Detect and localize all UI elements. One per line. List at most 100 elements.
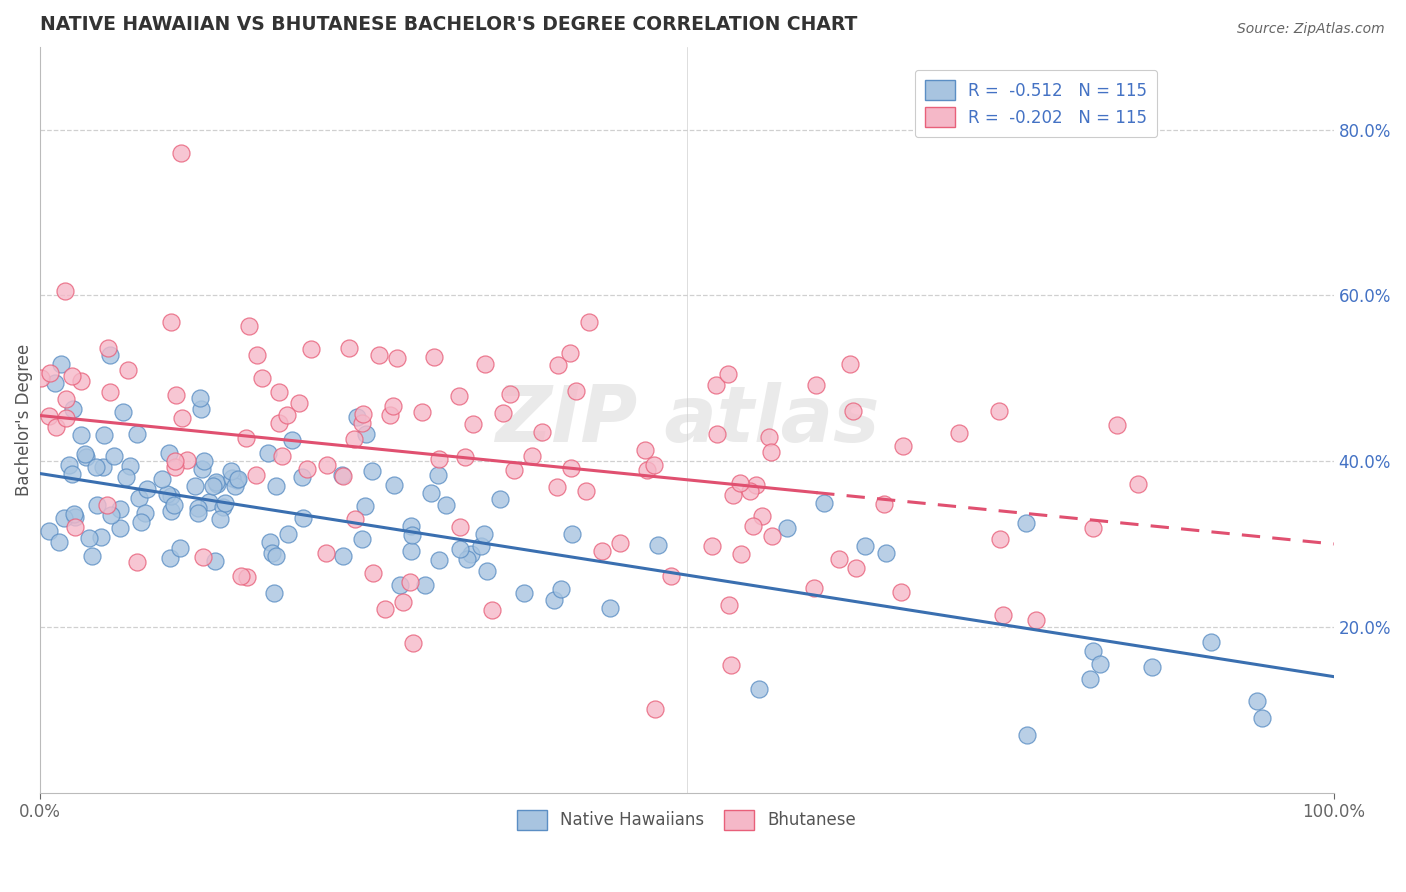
Point bbox=[599, 601, 621, 615]
Point bbox=[55, 411, 77, 425]
Point bbox=[350, 532, 373, 546]
Point bbox=[385, 351, 408, 365]
Point bbox=[118, 458, 141, 473]
Point bbox=[813, 496, 835, 510]
Point bbox=[481, 603, 503, 617]
Point bbox=[214, 496, 236, 510]
Point bbox=[717, 368, 740, 382]
Point bbox=[159, 489, 181, 503]
Point bbox=[62, 507, 84, 521]
Point bbox=[246, 348, 269, 362]
Legend: Native Hawaiians, Bhutanese: Native Hawaiians, Bhutanese bbox=[510, 803, 863, 837]
Point bbox=[720, 657, 742, 672]
Point bbox=[346, 410, 368, 425]
Point bbox=[575, 483, 598, 498]
Point bbox=[449, 541, 471, 556]
Point bbox=[547, 358, 569, 372]
Point bbox=[751, 508, 773, 523]
Point bbox=[702, 539, 724, 553]
Point bbox=[62, 368, 84, 383]
Point bbox=[259, 534, 281, 549]
Point bbox=[413, 578, 436, 592]
Point bbox=[828, 552, 851, 566]
Point bbox=[45, 419, 67, 434]
Point bbox=[472, 527, 495, 541]
Point bbox=[991, 607, 1014, 622]
Point bbox=[157, 445, 180, 459]
Point bbox=[460, 547, 482, 561]
Point bbox=[873, 497, 896, 511]
Point bbox=[73, 446, 96, 460]
Point bbox=[221, 471, 243, 485]
Point bbox=[378, 408, 401, 422]
Point bbox=[449, 389, 471, 403]
Point bbox=[264, 549, 287, 563]
Point bbox=[238, 318, 260, 333]
Point bbox=[112, 404, 135, 418]
Text: NATIVE HAWAIIAN VS BHUTANESE BACHELOR'S DEGREE CORRELATION CHART: NATIVE HAWAIIAN VS BHUTANESE BACHELOR'S … bbox=[39, 15, 858, 34]
Point bbox=[315, 458, 337, 472]
Point bbox=[1140, 659, 1163, 673]
Point bbox=[193, 454, 215, 468]
Point bbox=[205, 475, 228, 490]
Point bbox=[634, 442, 657, 457]
Point bbox=[315, 546, 337, 560]
Point bbox=[461, 417, 484, 431]
Point bbox=[1107, 417, 1129, 432]
Point bbox=[550, 582, 572, 597]
Point bbox=[84, 460, 107, 475]
Point bbox=[48, 535, 70, 549]
Point bbox=[108, 520, 131, 534]
Point bbox=[63, 509, 86, 524]
Point bbox=[44, 376, 66, 390]
Point bbox=[988, 532, 1011, 546]
Point bbox=[117, 363, 139, 377]
Point bbox=[489, 492, 512, 507]
Point bbox=[499, 387, 522, 401]
Point bbox=[159, 504, 181, 518]
Point bbox=[86, 498, 108, 512]
Point bbox=[127, 555, 149, 569]
Point bbox=[58, 458, 80, 472]
Point bbox=[55, 284, 77, 298]
Point bbox=[470, 539, 492, 553]
Point bbox=[55, 392, 77, 406]
Point bbox=[150, 472, 173, 486]
Point bbox=[389, 578, 412, 592]
Point bbox=[513, 586, 536, 600]
Point bbox=[245, 468, 267, 483]
Point bbox=[63, 520, 86, 534]
Point bbox=[70, 374, 93, 388]
Point bbox=[560, 346, 582, 360]
Point bbox=[224, 479, 246, 493]
Point bbox=[546, 480, 568, 494]
Point bbox=[531, 425, 554, 439]
Point bbox=[332, 469, 354, 483]
Point bbox=[257, 446, 280, 460]
Point bbox=[332, 549, 354, 564]
Point bbox=[156, 487, 179, 501]
Point bbox=[1015, 728, 1038, 742]
Point bbox=[1199, 634, 1222, 648]
Point bbox=[361, 566, 384, 581]
Point bbox=[38, 409, 60, 423]
Point bbox=[129, 515, 152, 529]
Point bbox=[647, 538, 669, 552]
Point bbox=[343, 512, 366, 526]
Point bbox=[891, 439, 914, 453]
Point bbox=[38, 524, 60, 538]
Point bbox=[226, 472, 249, 486]
Point bbox=[1088, 657, 1111, 671]
Point bbox=[163, 454, 186, 468]
Point bbox=[263, 586, 285, 600]
Point bbox=[60, 467, 83, 482]
Point bbox=[741, 519, 763, 533]
Point bbox=[761, 529, 783, 543]
Point bbox=[738, 483, 761, 498]
Point bbox=[205, 476, 228, 491]
Point bbox=[728, 476, 751, 491]
Point bbox=[225, 473, 247, 487]
Point bbox=[93, 428, 115, 442]
Point bbox=[337, 341, 360, 355]
Point bbox=[402, 636, 425, 650]
